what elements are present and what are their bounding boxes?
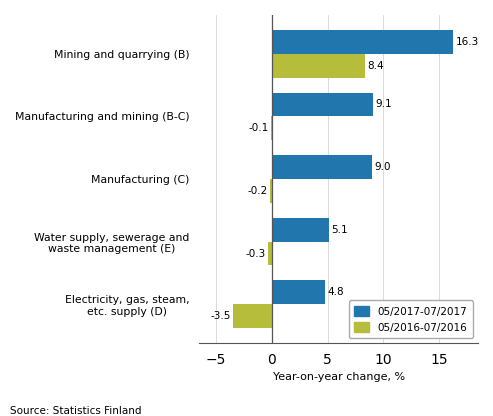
Bar — [272, 280, 325, 304]
Text: 9.0: 9.0 — [374, 162, 391, 172]
Bar — [271, 116, 272, 140]
Bar — [269, 242, 272, 265]
Bar — [272, 92, 373, 116]
Text: 8.4: 8.4 — [368, 61, 384, 71]
Text: Source: Statistics Finland: Source: Statistics Finland — [10, 406, 141, 416]
Text: -3.5: -3.5 — [210, 311, 231, 321]
Text: 5.1: 5.1 — [331, 225, 348, 235]
Text: 9.1: 9.1 — [376, 99, 392, 109]
Bar — [270, 179, 272, 203]
Bar — [233, 304, 272, 328]
Bar — [272, 30, 454, 54]
Legend: 05/2017-07/2017, 05/2016-07/2016: 05/2017-07/2017, 05/2016-07/2016 — [349, 300, 473, 338]
Bar — [272, 155, 372, 179]
X-axis label: Year-on-year change, %: Year-on-year change, % — [273, 372, 405, 382]
Text: 4.8: 4.8 — [327, 287, 344, 297]
Text: -0.2: -0.2 — [247, 186, 267, 196]
Bar — [272, 54, 365, 77]
Text: -0.3: -0.3 — [246, 248, 266, 259]
Bar — [272, 218, 329, 242]
Text: 16.3: 16.3 — [456, 37, 479, 47]
Text: -0.1: -0.1 — [248, 123, 269, 133]
